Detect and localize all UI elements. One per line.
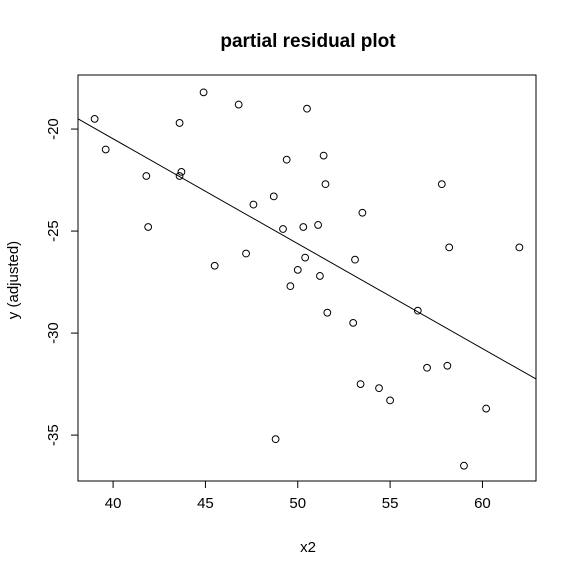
data-point — [299, 223, 308, 231]
data-point — [210, 261, 219, 270]
data-point — [199, 88, 208, 97]
x-axis: 40 45 50 55 60 — [105, 480, 491, 512]
y-tick-label: -20 — [45, 118, 62, 140]
data-point — [242, 249, 250, 258]
data-point — [316, 272, 324, 280]
chart-title: partial residual plot — [220, 31, 396, 52]
regression-line — [77, 118, 537, 380]
data-point — [303, 104, 311, 113]
y-tick-label: -30 — [45, 322, 62, 344]
data-point — [515, 243, 524, 252]
data-point — [271, 435, 280, 444]
data-point — [386, 396, 395, 405]
y-tick-label: -25 — [45, 220, 62, 242]
data-point — [177, 168, 186, 176]
x-tick-label: 50 — [289, 495, 306, 512]
data-point — [269, 192, 278, 201]
x-tick-label: 40 — [105, 495, 122, 512]
data-point — [319, 151, 328, 160]
data-point — [301, 253, 310, 262]
data-point — [323, 308, 332, 317]
x-tick-label: 55 — [382, 495, 399, 512]
data-point — [437, 180, 446, 189]
data-point — [375, 384, 383, 393]
points-layer — [90, 88, 524, 470]
data-point — [90, 114, 99, 123]
data-point — [101, 145, 110, 154]
data-point — [144, 223, 153, 231]
data-point — [482, 404, 491, 413]
y-tick-label: -35 — [45, 424, 62, 446]
data-point — [356, 380, 365, 388]
data-point — [445, 243, 454, 252]
y-axis: -20 -25 -30 -35 — [45, 118, 79, 446]
data-point — [321, 180, 330, 189]
data-point — [175, 172, 184, 180]
data-point — [279, 225, 287, 233]
data-point — [443, 361, 452, 370]
data-point — [175, 119, 184, 127]
data-point — [286, 282, 295, 291]
fit-line-layer — [77, 118, 537, 380]
data-point — [314, 221, 322, 229]
data-point — [282, 155, 291, 164]
data-point — [249, 200, 258, 209]
data-point — [413, 306, 422, 315]
data-point — [293, 265, 302, 274]
x-tick-label: 60 — [474, 495, 491, 512]
data-point — [142, 172, 151, 180]
x-axis-label: x2 — [300, 539, 316, 556]
data-point — [349, 318, 358, 327]
data-point — [358, 208, 367, 217]
y-axis-label: y (adjusted) — [5, 241, 22, 319]
x-tick-label: 45 — [197, 495, 214, 512]
plot-frame — [77, 74, 537, 482]
data-point — [460, 461, 468, 470]
data-point — [234, 100, 243, 109]
data-point — [351, 255, 359, 264]
data-point — [423, 363, 431, 372]
